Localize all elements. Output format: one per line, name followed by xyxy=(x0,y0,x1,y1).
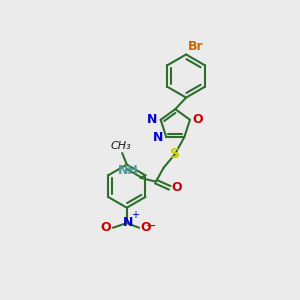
Text: NH: NH xyxy=(118,164,139,177)
Text: Br: Br xyxy=(188,40,203,53)
Text: +: + xyxy=(131,210,139,220)
Text: O: O xyxy=(192,112,203,125)
Text: O: O xyxy=(101,221,111,234)
Text: CH₃: CH₃ xyxy=(110,141,131,151)
Text: S: S xyxy=(170,147,180,161)
Text: N: N xyxy=(147,112,158,125)
Text: −: − xyxy=(145,220,156,233)
Text: O: O xyxy=(141,221,151,234)
Text: O: O xyxy=(171,181,182,194)
Text: N: N xyxy=(122,216,133,229)
Text: N: N xyxy=(153,131,163,144)
